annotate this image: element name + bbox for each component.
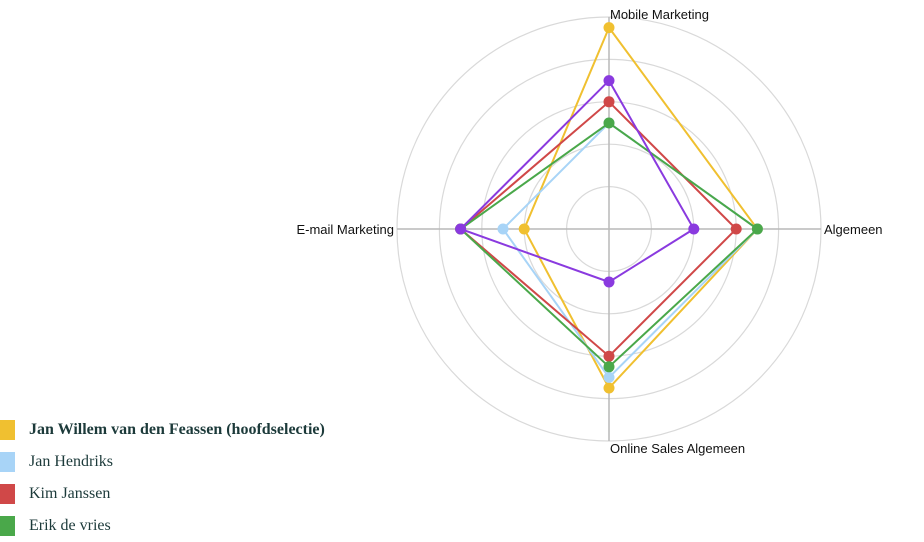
series-point <box>603 75 615 87</box>
series-point <box>688 223 700 235</box>
series-point <box>603 276 615 288</box>
legend-item[interactable]: Erik de vries <box>0 510 325 542</box>
series-point <box>455 223 467 235</box>
series-point <box>603 96 615 108</box>
legend-label: Jan Willem van den Feassen (hoofdselecti… <box>29 421 325 438</box>
legend-swatch <box>0 516 15 536</box>
legend-swatch <box>0 420 15 440</box>
axis-label: E-mail Marketing <box>296 222 394 237</box>
legend-item[interactable]: Jan Hendriks <box>0 446 325 478</box>
axis-labels: Mobile Marketing Algemeen Online Sales Alg… <box>296 7 882 456</box>
series-point <box>603 22 615 34</box>
series-point <box>518 223 530 235</box>
legend-swatch <box>0 452 15 472</box>
axis-label: Online Sales Algemeen <box>610 441 745 456</box>
series-group <box>455 75 700 288</box>
series-point <box>603 350 615 362</box>
legend-label: Jan Hendriks <box>29 453 113 470</box>
series-layer <box>455 22 763 394</box>
series-point <box>730 223 742 235</box>
axis-label: Mobile Marketing <box>610 7 709 22</box>
legend-item[interactable]: Jan Willem van den Feassen (hoofdselecti… <box>0 414 325 446</box>
series-point <box>603 117 615 129</box>
series-point <box>603 382 615 394</box>
legend-label: Kim Janssen <box>29 485 111 502</box>
axis-label: Algemeen <box>824 222 883 237</box>
legend-item[interactable]: Kim Janssen <box>0 478 325 510</box>
legend-swatch <box>0 484 15 504</box>
legend: Jan Willem van den Feassen (hoofdselecti… <box>0 414 325 542</box>
series-line <box>458 78 696 284</box>
series-point <box>603 361 615 373</box>
series-point <box>751 223 763 235</box>
series-point <box>497 223 509 235</box>
legend-label: Erik de vries <box>29 517 111 534</box>
series-group <box>497 117 763 383</box>
series-point <box>603 371 615 383</box>
series-line <box>523 25 759 390</box>
